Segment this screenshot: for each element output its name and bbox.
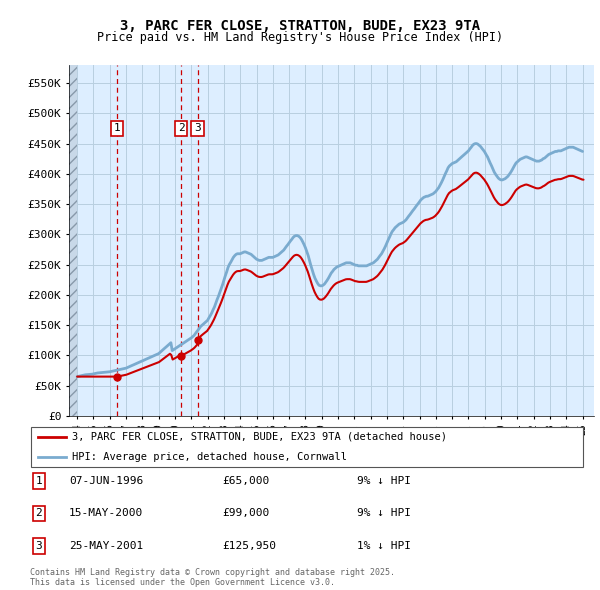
Text: 3: 3: [35, 541, 43, 550]
Text: Contains HM Land Registry data © Crown copyright and database right 2025.
This d: Contains HM Land Registry data © Crown c…: [30, 568, 395, 587]
Text: 3: 3: [194, 123, 201, 133]
Text: 1% ↓ HPI: 1% ↓ HPI: [357, 541, 411, 550]
Text: Price paid vs. HM Land Registry's House Price Index (HPI): Price paid vs. HM Land Registry's House …: [97, 31, 503, 44]
Text: 1: 1: [35, 476, 43, 486]
Text: 25-MAY-2001: 25-MAY-2001: [69, 541, 143, 550]
Text: 3, PARC FER CLOSE, STRATTON, BUDE, EX23 9TA: 3, PARC FER CLOSE, STRATTON, BUDE, EX23 …: [120, 19, 480, 33]
Text: 07-JUN-1996: 07-JUN-1996: [69, 476, 143, 486]
Text: HPI: Average price, detached house, Cornwall: HPI: Average price, detached house, Corn…: [71, 452, 347, 462]
Text: 9% ↓ HPI: 9% ↓ HPI: [357, 476, 411, 486]
Text: 9% ↓ HPI: 9% ↓ HPI: [357, 509, 411, 518]
Bar: [69, 65, 77, 416]
Text: 2: 2: [35, 509, 43, 518]
Text: 15-MAY-2000: 15-MAY-2000: [69, 509, 143, 518]
Text: £125,950: £125,950: [222, 541, 276, 550]
Text: 1: 1: [113, 123, 121, 133]
Text: £99,000: £99,000: [222, 509, 269, 518]
Text: 3, PARC FER CLOSE, STRATTON, BUDE, EX23 9TA (detached house): 3, PARC FER CLOSE, STRATTON, BUDE, EX23 …: [71, 432, 446, 442]
Text: 2: 2: [178, 123, 184, 133]
Text: £65,000: £65,000: [222, 476, 269, 486]
FancyBboxPatch shape: [31, 427, 583, 467]
